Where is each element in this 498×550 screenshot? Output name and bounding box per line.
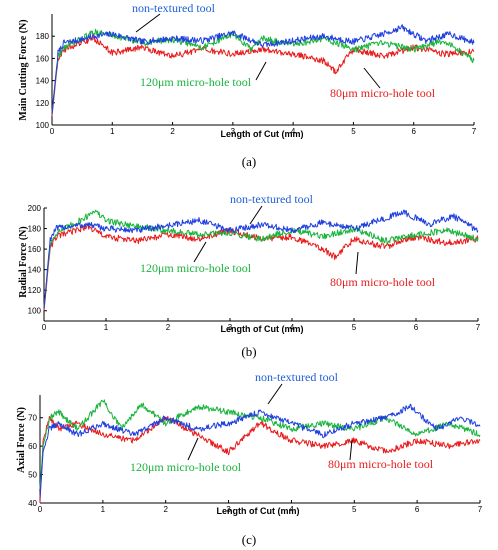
y-tick-label: 50 <box>28 471 37 480</box>
panel-b-ylabel: Radial Force (N) <box>18 226 29 297</box>
panel-b-annotation-120um: 120μm micro-hole tool <box>140 261 252 275</box>
y-tick-label: 140 <box>36 77 50 86</box>
x-tick-label: 6 <box>411 127 416 136</box>
panel-a-arrow-80um <box>363 67 381 89</box>
x-tick-label: 2 <box>163 505 168 514</box>
panel-c-ylabel: Axial Force (N) <box>16 407 27 473</box>
panel-c-arrow-120um <box>187 437 199 461</box>
series-line-120-m-micro-hole-tool <box>43 209 479 307</box>
panel-a-arrow-non-textured <box>135 13 161 33</box>
series-line-non-textured-tool <box>39 403 481 498</box>
y-tick-label: 100 <box>36 121 50 130</box>
series-line-non-textured-tool <box>51 24 475 114</box>
y-tick-label: 160 <box>28 245 42 254</box>
x-tick-label: 2 <box>166 323 171 332</box>
panel-b-arrow-non-textured <box>249 205 263 225</box>
x-tick-label: 7 <box>476 323 481 332</box>
panel-b-xlabel: Length of Cut (mm) <box>221 324 304 334</box>
panel-a-arrow-120um <box>255 61 267 81</box>
panel-a-caption: (a) <box>242 154 256 169</box>
series-line-120-m-micro-hole-tool <box>39 399 481 489</box>
x-tick-label: 3 <box>226 505 231 514</box>
panel-c: Axial Force (N) 0 1 2 3 4 5 6 7 40 50 60 70 Length … <box>16 370 483 547</box>
x-tick-label: 7 <box>478 505 483 514</box>
panel-c-annotation-non-textured: non-textured tool <box>255 370 339 384</box>
panel-b-caption: (b) <box>241 344 256 359</box>
series-line-non-textured-tool <box>43 209 479 309</box>
panel-c-xlabel: Length of Cut (mm) <box>217 506 300 516</box>
x-tick-label: 4 <box>290 323 295 332</box>
y-tick-label: 40 <box>28 499 37 508</box>
x-tick-label: 4 <box>289 505 294 514</box>
y-tick-label: 120 <box>28 286 42 295</box>
x-tick-label: 1 <box>101 505 106 514</box>
y-tick-label: 100 <box>28 307 42 316</box>
y-tick-label: 140 <box>28 266 42 275</box>
x-tick-label: 3 <box>228 323 233 332</box>
x-tick-label: 2 <box>170 127 175 136</box>
x-tick-label: 7 <box>472 127 477 136</box>
panel-c-annotation-80um: 80μm micro-hole tool <box>328 457 434 471</box>
panel-b-annotation-80um: 80μm micro-hole tool <box>330 275 436 289</box>
y-tick-label: 180 <box>36 32 50 41</box>
series-line-80-m-micro-hole-tool <box>39 415 481 504</box>
panel-b-plot: 0 1 2 3 4 5 6 7 100 120 140 160 180 200 <box>28 204 481 332</box>
y-tick-label: 160 <box>36 54 50 63</box>
x-tick-label: 6 <box>414 323 419 332</box>
x-tick-label: 0 <box>42 323 47 332</box>
x-tick-label: 4 <box>291 127 296 136</box>
x-tick-label: 1 <box>110 127 115 136</box>
panel-c-caption: (c) <box>242 532 256 547</box>
panel-c-plot: 0 1 2 3 4 5 6 7 40 50 60 70 <box>28 395 483 514</box>
y-tick-label: 180 <box>28 225 42 234</box>
panel-a-annotation-80um: 80μm micro-hole tool <box>330 86 436 100</box>
x-tick-label: 0 <box>38 505 43 514</box>
panel-b-arrow-120um <box>193 241 207 263</box>
x-tick-label: 1 <box>104 323 109 332</box>
panel-b-arrow-80um <box>355 251 359 275</box>
x-tick-label: 5 <box>352 505 357 514</box>
panel-a-annotation-non-textured: non-textured tool <box>132 1 216 15</box>
x-tick-label: 0 <box>50 127 55 136</box>
panel-a-plot: 0 1 2 3 4 5 6 7 100 120 140 160 180 <box>36 14 477 136</box>
panel-b-annotation-non-textured: non-textured tool <box>230 192 314 206</box>
panel-a-annotation-120um: 120μm micro-hole tool <box>140 75 252 89</box>
x-tick-label: 5 <box>351 127 356 136</box>
y-tick-label: 60 <box>28 442 37 451</box>
panel-b: Radial Force (N) 0 1 2 3 4 5 6 7 100 120 140 160 180… <box>18 192 481 359</box>
panel-a-ylabel: Main Cutting Force (N) <box>18 19 29 120</box>
panel-c-arrow-80um <box>349 439 353 461</box>
y-tick-label: 200 <box>28 204 42 213</box>
y-tick-label: 70 <box>28 414 37 423</box>
panel-c-arrow-non-textured <box>267 383 283 405</box>
y-tick-label: 120 <box>36 99 50 108</box>
x-tick-label: 6 <box>415 505 420 514</box>
x-tick-label: 5 <box>352 323 357 332</box>
panel-a: Main Cutting Force (N) 0 1 2 3 4 5 6 7 100 120 140… <box>18 1 477 169</box>
panel-a-xlabel: Length of Cut (mm) <box>221 129 304 139</box>
x-tick-label: 3 <box>231 127 236 136</box>
panel-c-annotation-120um: 120μm micro-hole tool <box>130 460 242 474</box>
